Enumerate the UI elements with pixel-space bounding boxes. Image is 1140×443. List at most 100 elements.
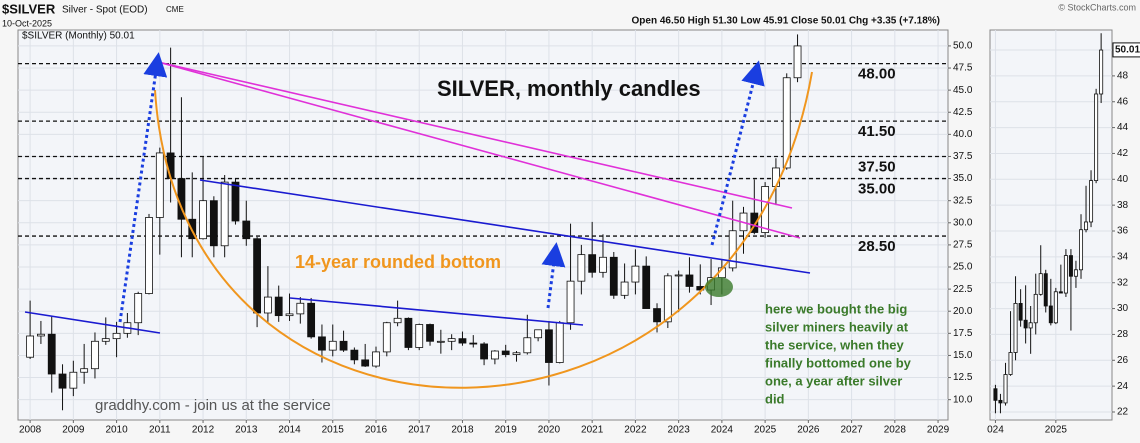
x-tick-label: 2008 <box>19 425 42 436</box>
candle-body <box>264 296 272 314</box>
candle-body <box>501 350 510 355</box>
candle-body <box>512 352 521 355</box>
candle-body <box>577 254 586 282</box>
x-tick-label: 2015 <box>322 425 345 436</box>
candle-body <box>728 230 737 269</box>
candle-body <box>620 281 629 296</box>
candle-body <box>69 371 78 389</box>
y-tick-label: 34 <box>1117 252 1129 263</box>
y-tick-label: 36 <box>1117 226 1129 237</box>
exchange: CME <box>166 5 184 14</box>
candle-body <box>588 254 597 273</box>
annotation-note: did <box>765 391 785 406</box>
candle-body <box>112 332 121 340</box>
y-tick-label: 27.5 <box>953 240 973 251</box>
candle-body <box>1013 303 1018 353</box>
y-tick-label: 22.5 <box>953 284 973 295</box>
x-tick-label: 2011 <box>149 425 171 436</box>
candle-body <box>1028 322 1033 329</box>
x-tick-label: 2020 <box>538 425 561 436</box>
candle-body <box>231 181 240 222</box>
candle-body <box>469 342 478 345</box>
candle-body <box>253 238 261 314</box>
x-tick-label: 2016 <box>365 425 388 436</box>
candle-body <box>80 368 89 373</box>
x-tick-label: 2025 <box>754 425 777 436</box>
trend-line <box>199 179 811 274</box>
y-tick-label: 25.0 <box>953 262 973 273</box>
candle-body <box>242 220 251 240</box>
y-tick-label: 12.5 <box>953 372 973 383</box>
candle-body <box>361 359 370 367</box>
quote: Open 46.50 High 51.30 Low 45.91 Close 50… <box>632 16 940 27</box>
candle-body <box>1089 180 1094 223</box>
x-tick-label: 2026 <box>797 425 820 436</box>
credit: © StockCharts.com <box>1058 2 1136 12</box>
y-tick-label: 26 <box>1117 355 1129 366</box>
candle-body <box>155 152 164 218</box>
candle-body <box>393 317 402 324</box>
candle-body <box>436 340 445 343</box>
y-tick-label: 48 <box>1117 71 1129 82</box>
candle-body <box>220 181 229 247</box>
x-tick-label: 2021 <box>581 425 604 436</box>
annotation-note: the service, when they <box>765 337 904 352</box>
candle-body <box>274 296 283 317</box>
y-tick-label: 32.5 <box>953 195 973 206</box>
y-tick-label: 17.5 <box>953 328 973 339</box>
arrow <box>118 52 168 323</box>
level-label: 48.00 <box>858 66 896 83</box>
y-tick-label: 42.5 <box>953 107 973 118</box>
candle-body <box>318 336 326 351</box>
y-tick-label: 37.5 <box>953 151 973 162</box>
candle-body <box>793 45 802 79</box>
y-tick-label: 38 <box>1117 200 1129 211</box>
candle-body <box>426 324 434 342</box>
candle-body <box>339 340 348 351</box>
y-tick-label: 30.0 <box>953 217 973 228</box>
x-tick-label: 2029 <box>927 425 950 436</box>
y-tick-label: 44 <box>1117 122 1129 133</box>
candle-body <box>458 338 467 344</box>
candle-body <box>1053 291 1058 324</box>
candle-body <box>480 343 488 360</box>
annotation-note: here we bought the big <box>765 301 907 316</box>
candle-body <box>534 329 543 339</box>
candle-body <box>1043 273 1048 307</box>
x-tick-label: 2028 <box>884 425 907 436</box>
drawings <box>24 52 813 389</box>
annotation-note: finally bottomed one by <box>765 355 912 370</box>
candle-body <box>998 399 1003 404</box>
legend: $SILVER (Monthly) 50.01 <box>22 31 135 42</box>
y-tick-label: 40 <box>1117 174 1129 185</box>
candle-body <box>350 349 359 361</box>
y-tick-label: 30 <box>1117 303 1129 314</box>
candle-body <box>631 265 640 283</box>
description: Silver - Spot (EOD) <box>62 5 148 16</box>
candle-body <box>490 350 499 360</box>
candle-body <box>415 324 424 348</box>
candle-body <box>609 256 618 296</box>
x-tick-label: 2017 <box>408 425 431 436</box>
x-tick-label: 2013 <box>235 425 258 436</box>
candle-body <box>199 200 207 240</box>
y-tick-label: 24 <box>1117 381 1129 392</box>
candle-body <box>782 77 791 169</box>
x-tick-label: 024 <box>987 425 1004 436</box>
candle-body <box>404 317 413 348</box>
y-tick-label: 15.0 <box>953 350 973 361</box>
candle-body <box>101 338 110 342</box>
candle-body <box>599 256 607 273</box>
y-tick-label: 45.0 <box>953 85 973 96</box>
candle-body <box>447 338 456 342</box>
candle-body <box>993 388 998 401</box>
candle-body <box>674 274 683 277</box>
y-tick-label: 28 <box>1117 329 1129 340</box>
trend-line <box>157 61 801 239</box>
x-tick-label: 2024 <box>711 425 734 436</box>
highlight <box>705 277 733 297</box>
rounded-bottom-arc <box>154 71 813 389</box>
y-tick-label: 20.0 <box>953 306 973 317</box>
candle-body <box>26 335 35 358</box>
candle-body <box>307 302 316 338</box>
